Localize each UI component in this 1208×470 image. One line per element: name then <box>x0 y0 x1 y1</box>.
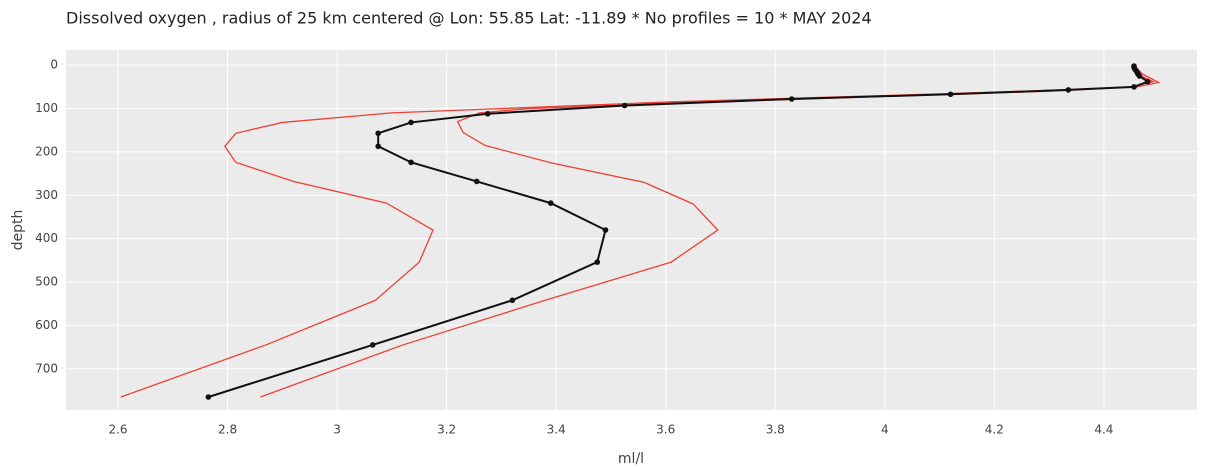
data-point <box>1144 78 1151 85</box>
data-point <box>375 143 381 150</box>
x-tick-label: 2.6 <box>108 423 127 437</box>
data-point <box>369 342 376 348</box>
data-point <box>602 227 609 233</box>
data-point <box>788 96 795 102</box>
y-tick-label: 0 <box>50 58 58 72</box>
y-tick-label: 100 <box>35 101 58 115</box>
x-tick-label: 2.8 <box>218 423 237 437</box>
data-point <box>484 110 491 117</box>
y-tick-label: 500 <box>35 275 58 289</box>
data-point <box>205 394 212 400</box>
data-point <box>947 91 954 98</box>
data-point <box>594 259 601 265</box>
x-axis-title: ml/l <box>618 451 644 467</box>
data-point <box>1131 84 1137 90</box>
y-axis-title: depth <box>10 210 26 251</box>
data-point <box>509 297 516 304</box>
x-tick-label: 3.8 <box>766 423 785 437</box>
data-point <box>1065 87 1072 93</box>
plot-area <box>66 50 1197 410</box>
data-point <box>473 178 480 185</box>
data-point <box>1136 73 1143 79</box>
y-tick-label: 300 <box>35 188 58 202</box>
x-tick-label: 3.4 <box>547 423 566 437</box>
y-tick-label: 200 <box>35 144 58 158</box>
data-point <box>375 130 381 137</box>
x-tick-label: 3.6 <box>656 423 675 437</box>
x-tick-label: 3.2 <box>437 423 456 437</box>
x-tick-label: 4.2 <box>985 423 1004 437</box>
chart-title: Dissolved oxygen , radius of 25 km cente… <box>66 9 872 28</box>
x-tick-label: 4.4 <box>1094 423 1113 437</box>
data-point <box>408 119 414 126</box>
y-tick-label: 400 <box>35 231 58 245</box>
y-tick-label: 700 <box>35 361 58 375</box>
data-point <box>621 102 628 109</box>
data-point <box>547 200 554 206</box>
data-point <box>408 159 414 166</box>
x-tick-label: 3 <box>333 423 341 437</box>
x-tick-label: 4 <box>881 423 889 437</box>
y-tick-label: 600 <box>35 318 58 332</box>
